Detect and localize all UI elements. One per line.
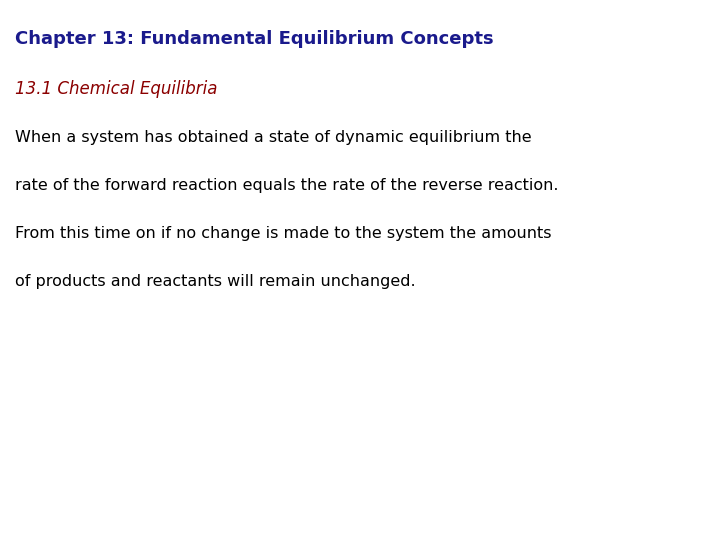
Text: 13.1 Chemical Equilibria: 13.1 Chemical Equilibria — [15, 80, 217, 98]
Text: From this time on if no change is made to the system the amounts: From this time on if no change is made t… — [15, 226, 552, 241]
Text: Chapter 13: Fundamental Equilibrium Concepts: Chapter 13: Fundamental Equilibrium Conc… — [15, 30, 494, 48]
Text: of products and reactants will remain unchanged.: of products and reactants will remain un… — [15, 274, 415, 289]
Text: rate of the forward reaction equals the rate of the reverse reaction.: rate of the forward reaction equals the … — [15, 178, 559, 193]
Text: When a system has obtained a state of dynamic equilibrium the: When a system has obtained a state of dy… — [15, 130, 531, 145]
